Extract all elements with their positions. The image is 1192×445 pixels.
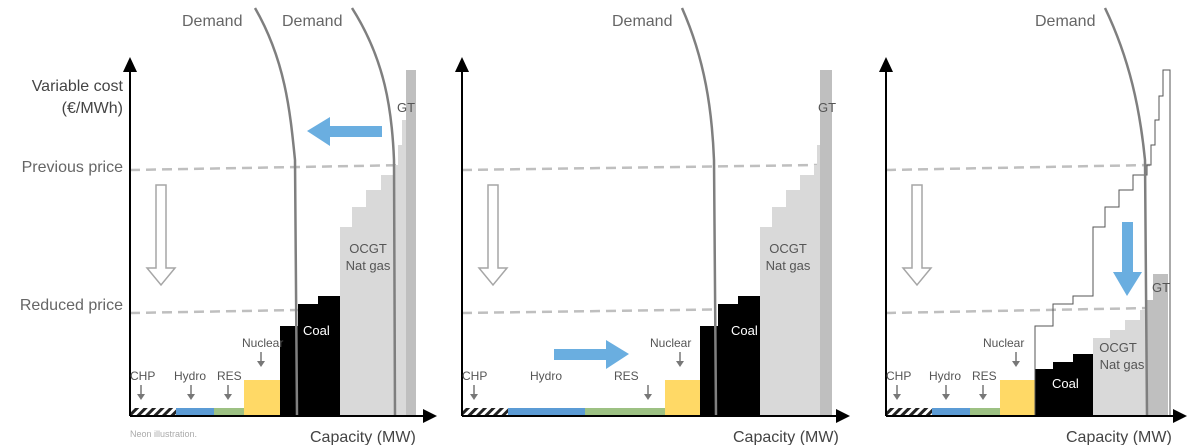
hydro-label: Hydro	[174, 369, 206, 383]
coal-block	[1035, 354, 1093, 416]
previous-price-line	[461, 163, 819, 172]
coal-label: Coal	[303, 323, 330, 338]
panel-2: Demand CHP Hydro RES Nuclear Coal OCGT N…	[455, 7, 850, 445]
previous-price-line	[129, 163, 411, 172]
coal-label: Coal	[731, 323, 758, 338]
tech-pointer-arrows	[893, 352, 1020, 400]
ocgt-block	[340, 175, 394, 416]
tech-pointer-arrows	[470, 352, 684, 400]
hydro-block	[508, 408, 585, 416]
res-label: RES	[972, 369, 997, 383]
hydro-block	[932, 408, 970, 416]
y-axis-title-line2: (€/MWh)	[62, 100, 123, 117]
res-block	[214, 408, 244, 416]
nuclear-label: Nuclear	[983, 336, 1024, 350]
ocgt-block	[760, 175, 814, 416]
chp-label: CHP	[462, 369, 487, 383]
demand-label: Demand	[612, 13, 672, 30]
ocgt-label: OCGT	[349, 241, 387, 256]
demand-label-2: Demand	[282, 13, 342, 30]
previous-supply-curve	[1034, 69, 1171, 416]
supply-shift-down-arrow	[1113, 222, 1142, 296]
chp-label: CHP	[130, 369, 155, 383]
panel-1-axes	[123, 57, 437, 423]
tech-pointer-arrows	[137, 352, 265, 400]
natgas-label: Nat gas	[1100, 357, 1145, 372]
nuclear-label: Nuclear	[650, 336, 691, 350]
y-axis-title-line1: Variable cost	[32, 78, 124, 95]
demand-label-1: Demand	[182, 13, 242, 30]
hydro-label: Hydro	[929, 369, 961, 383]
coal-block	[280, 296, 340, 416]
gt-label: GT	[818, 100, 836, 115]
gt-block-dark	[820, 70, 832, 416]
panel-1: Demand Demand Variable cost (€/MWh) Prev…	[20, 7, 437, 445]
natgas-label: Nat gas	[346, 258, 391, 273]
gt-label: GT	[397, 100, 415, 115]
hydro-block	[176, 408, 214, 416]
ocgt-label: OCGT	[769, 241, 807, 256]
nuclear-block	[1000, 380, 1035, 416]
demand-curve	[1103, 7, 1149, 417]
x-axis-title: Capacity (MW)	[1066, 429, 1172, 445]
ocgt-label: OCGT	[1099, 340, 1137, 355]
chp-block	[130, 408, 176, 416]
illustration-note: Neon illustration.	[130, 429, 197, 439]
nuclear-block	[665, 380, 700, 416]
gt-block-dark	[406, 70, 416, 416]
chp-block	[462, 408, 508, 416]
previous-price-line	[885, 163, 1151, 172]
ocgt-block	[1093, 310, 1147, 416]
natgas-label: Nat gas	[766, 258, 811, 273]
price-drop-hollow-arrow	[901, 184, 933, 287]
x-axis-title: Capacity (MW)	[733, 429, 839, 445]
price-drop-hollow-arrow	[145, 184, 177, 287]
res-label: RES	[614, 369, 639, 383]
panel-3-axes	[879, 57, 1187, 423]
panel-3: Demand CHP Hydro RES Nuclear Coal OCGT N…	[879, 7, 1187, 445]
nuclear-block	[244, 380, 280, 416]
chp-label: CHP	[886, 369, 911, 383]
nuclear-label: Nuclear	[242, 336, 283, 350]
gt-label: GT	[1152, 280, 1170, 295]
renewables-shift-right-arrow	[554, 340, 629, 369]
gt-block	[1147, 274, 1168, 416]
previous-price-label: Previous price	[22, 159, 123, 176]
res-block	[585, 408, 665, 416]
res-label: RES	[217, 369, 242, 383]
reduced-price-label: Reduced price	[20, 297, 123, 314]
x-axis-title: Capacity (MW)	[310, 429, 416, 445]
coal-label: Coal	[1052, 376, 1079, 391]
chp-block	[886, 408, 932, 416]
demand-curve-1	[253, 7, 299, 417]
panel-2-axes	[455, 57, 850, 423]
res-block	[970, 408, 1000, 416]
demand-curve	[680, 7, 718, 417]
coal-block	[700, 296, 760, 416]
demand-shift-left-arrow	[307, 117, 382, 146]
reduced-price-line	[885, 306, 1151, 315]
price-drop-hollow-arrow	[477, 184, 509, 287]
demand-label: Demand	[1035, 13, 1095, 30]
hydro-label: Hydro	[530, 369, 562, 383]
demand-curve-2	[350, 7, 397, 417]
